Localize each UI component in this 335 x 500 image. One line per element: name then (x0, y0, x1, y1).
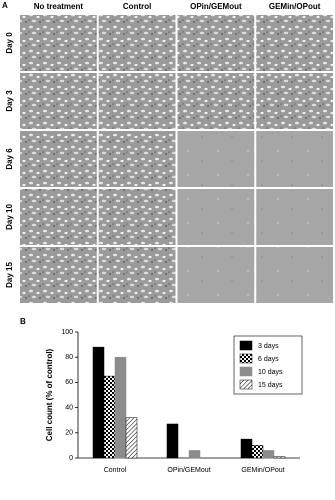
x-tick-label: Control (104, 467, 127, 474)
legend-swatch (239, 366, 253, 377)
micrograph (98, 247, 176, 303)
micrograph (20, 73, 97, 129)
bar (188, 450, 201, 459)
legend-label: 3 days (258, 343, 279, 350)
legend-swatch (239, 379, 253, 390)
bar (125, 417, 138, 459)
micrograph (20, 15, 97, 71)
row-label: Day 0 (5, 32, 14, 54)
panel-label: A (2, 1, 8, 10)
micrograph (256, 189, 333, 245)
row-label: Day 3 (5, 90, 14, 112)
y-axis-label: Cell count (% of control) (45, 348, 54, 441)
micrograph (20, 189, 97, 245)
bar (114, 356, 127, 459)
bar (166, 423, 179, 459)
y-tick-label: 60 (65, 379, 73, 386)
micrograph (20, 131, 97, 187)
legend-swatch (239, 353, 253, 364)
row-label: Day 15 (5, 262, 14, 288)
y-tick-label: 0 (69, 455, 73, 462)
micrograph (177, 73, 255, 129)
micrograph (177, 189, 255, 245)
micrograph (98, 189, 176, 245)
column-header: GEMin/OPout (269, 2, 321, 11)
row-label: Day 10 (5, 204, 14, 230)
micrograph (256, 131, 333, 187)
bar (262, 450, 275, 459)
x-tick-label: GEMin/OPout (241, 467, 284, 474)
bar (240, 438, 253, 459)
legend-label: 6 days (258, 356, 279, 363)
bar (103, 375, 116, 459)
column-header: No treatment (34, 2, 84, 11)
x-tick-label: OPin/GEMout (167, 467, 210, 474)
bar (251, 445, 264, 459)
micrograph (98, 15, 176, 71)
micrograph (177, 247, 255, 303)
y-tick-label: 80 (65, 354, 73, 361)
panel-label: B (20, 317, 26, 326)
micrograph (256, 73, 333, 129)
micrograph (98, 131, 176, 187)
legend-swatch (239, 340, 253, 351)
micrograph (177, 131, 255, 187)
y-tick-label: 20 (65, 430, 73, 437)
micrograph (98, 73, 176, 129)
legend-label: 10 days (258, 369, 283, 376)
legend-label: 15 days (258, 382, 283, 389)
column-header: OPin/GEMout (190, 2, 242, 11)
bar (273, 456, 286, 459)
row-label: Day 6 (5, 148, 14, 170)
micrograph (256, 15, 333, 71)
micrograph (177, 15, 255, 71)
column-header: Control (123, 2, 151, 11)
micrograph (20, 247, 97, 303)
y-tick-label: 40 (65, 404, 73, 411)
micrograph (256, 247, 333, 303)
bar (92, 346, 105, 459)
y-tick-label: 100 (61, 329, 73, 336)
